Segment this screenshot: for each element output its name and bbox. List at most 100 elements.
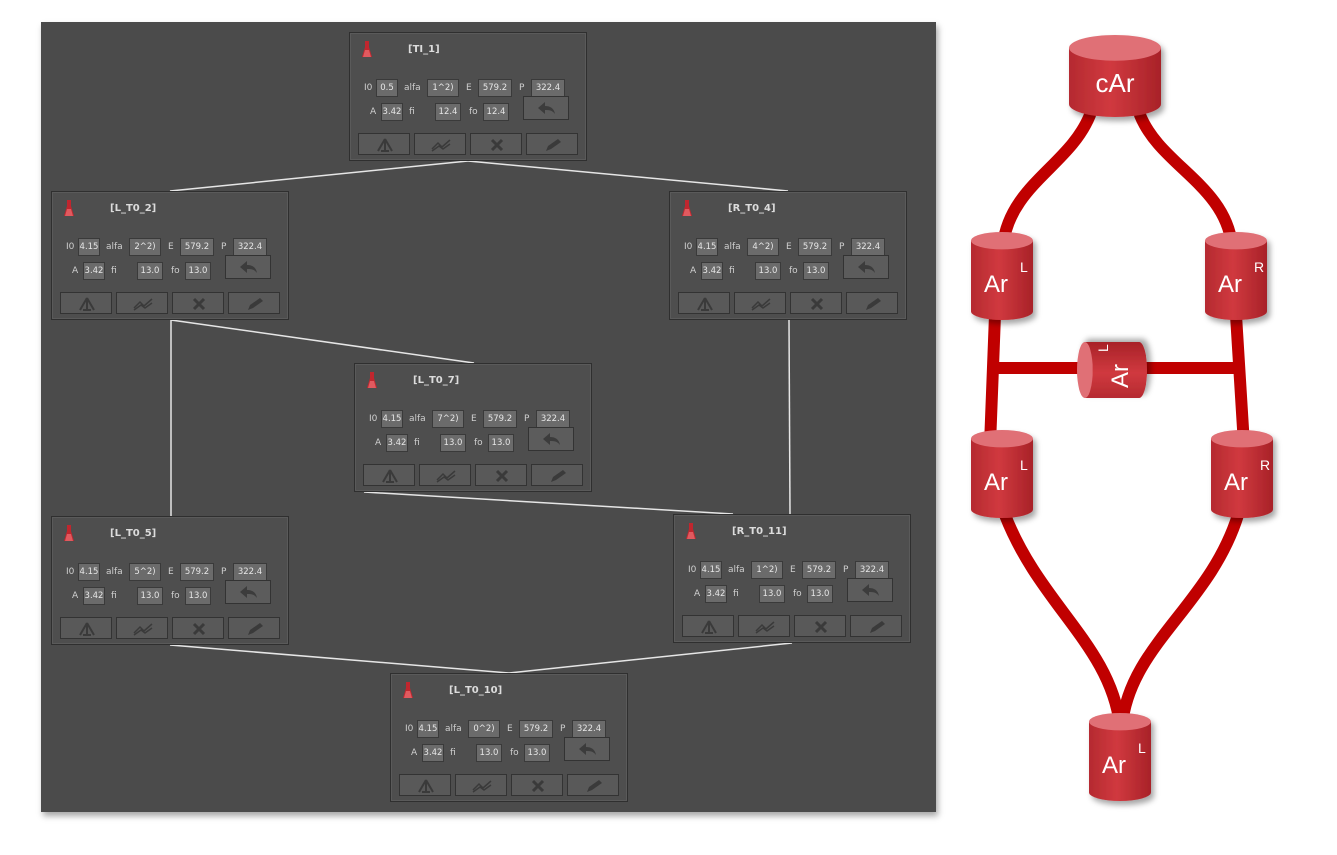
undo-button[interactable] [523,96,569,120]
node-card[interactable]: [R_T0_4] I0 4.15 alfa 4^2) E 579.2 P 322.4 A 3.42 f… [669,191,907,320]
tree-button[interactable] [682,615,734,637]
edit-button[interactable] [850,615,902,637]
field-alfa[interactable]: 7^2) [432,410,464,428]
undo-button[interactable] [843,255,889,279]
tree-button[interactable] [678,292,730,314]
close-button[interactable] [470,133,522,155]
field-alfa[interactable]: 2^2) [129,238,161,256]
label-alfa: alfa [724,242,741,252]
field-fo[interactable]: 12.4 [483,103,509,121]
close-button[interactable] [794,615,846,637]
field-e[interactable]: 579.2 [802,561,836,579]
field-fi[interactable]: 13.0 [137,587,163,605]
field-e[interactable]: 579.2 [483,410,517,428]
field-a[interactable]: 3.42 [386,434,408,452]
field-p[interactable]: 322.4 [855,561,889,579]
field-a[interactable]: 3.42 [422,744,444,762]
field-p[interactable]: 322.4 [233,563,267,581]
field-a[interactable]: 3.42 [381,103,403,121]
tree-button[interactable] [358,133,410,155]
graph-button[interactable] [414,133,466,155]
close-button[interactable] [172,617,224,639]
edit-button[interactable] [228,292,280,314]
close-button[interactable] [475,464,527,486]
edit-button[interactable] [567,774,619,796]
tree-button[interactable] [363,464,415,486]
field-e[interactable]: 579.2 [180,238,214,256]
field-i0[interactable]: 4.15 [417,720,439,738]
undo-button[interactable] [847,578,893,602]
field-p[interactable]: 322.4 [531,79,565,97]
graph-button[interactable] [116,292,168,314]
field-fo[interactable]: 13.0 [524,744,550,762]
field-e[interactable]: 579.2 [478,79,512,97]
field-p[interactable]: 322.4 [233,238,267,256]
field-a[interactable]: 3.42 [701,262,723,280]
node-card[interactable]: [TI_1] I0 0.5 alfa 1^2) E 579.2 P 322.4 A 3.42 fi 12… [349,32,587,161]
edit-button[interactable] [526,133,578,155]
field-i0[interactable]: 0.5 [376,79,398,97]
tree-button[interactable] [60,617,112,639]
tree-button[interactable] [60,292,112,314]
field-fi[interactable]: 13.0 [440,434,466,452]
field-alfa[interactable]: 5^2) [129,563,161,581]
close-button[interactable] [790,292,842,314]
field-fo[interactable]: 13.0 [488,434,514,452]
field-fo[interactable]: 13.0 [807,585,833,603]
field-i0[interactable]: 4.15 [696,238,718,256]
field-alfa[interactable]: 1^2) [427,79,459,97]
undo-button[interactable] [225,255,271,279]
node-card[interactable]: [R_T0_11] I0 4.15 alfa 1^2) E 579.2 P 322.4 A 3.42… [673,514,911,643]
label-e: E [786,242,792,252]
field-fi[interactable]: 13.0 [759,585,785,603]
field-p[interactable]: 322.4 [851,238,885,256]
field-i0[interactable]: 4.15 [700,561,722,579]
field-a[interactable]: 3.42 [83,587,105,605]
close-button[interactable] [511,774,563,796]
undo-button[interactable] [225,580,271,604]
undo-button[interactable] [564,737,610,761]
graph-button[interactable] [419,464,471,486]
field-p[interactable]: 322.4 [572,720,606,738]
field-i0[interactable]: 4.15 [381,410,403,428]
cylinder-l2: Ar L [971,430,1033,518]
graph-button[interactable] [734,292,786,314]
field-fi[interactable]: 13.0 [476,744,502,762]
node-card[interactable]: [L_T0_7] I0 4.15 alfa 7^2) E 579.2 P 322.4 A 3.42 f… [354,363,592,492]
edit-button[interactable] [846,292,898,314]
node-toolbar [358,133,580,155]
field-fi[interactable]: 13.0 [755,262,781,280]
edit-button[interactable] [228,617,280,639]
field-e[interactable]: 579.2 [180,563,214,581]
graph-button[interactable] [738,615,790,637]
field-fo[interactable]: 13.0 [185,262,211,280]
field-i0[interactable]: 4.15 [78,563,100,581]
node-card[interactable]: [L_T0_5] I0 4.15 alfa 5^2) E 579.2 P 322.4 A 3.42 f… [51,516,289,645]
node-flask-icon [362,41,372,58]
node-card[interactable]: [L_T0_10] I0 4.15 alfa 0^2) E 579.2 P 322.4 A 3.42… [390,673,628,802]
cylinder-label: Ar [1107,364,1134,388]
node-card[interactable]: [L_T0_2] I0 4.15 alfa 2^2) E 579.2 P 322.4 A 3.42 f… [51,191,289,320]
field-alfa[interactable]: 0^2) [468,720,500,738]
field-p[interactable]: 322.4 [536,410,570,428]
field-a[interactable]: 3.42 [705,585,727,603]
field-alfa[interactable]: 4^2) [747,238,779,256]
edit-button[interactable] [531,464,583,486]
graph-canvas[interactable]: [TI_1] I0 0.5 alfa 1^2) E 579.2 P 322.4 A 3.42 fi 12… [41,22,936,812]
field-i0[interactable]: 4.15 [78,238,100,256]
undo-button[interactable] [528,427,574,451]
field-a[interactable]: 3.42 [83,262,105,280]
pipe-right-vertical [1230,309,1250,451]
field-fi[interactable]: 12.4 [435,103,461,121]
close-button[interactable] [172,292,224,314]
field-e[interactable]: 579.2 [798,238,832,256]
graph-button[interactable] [116,617,168,639]
field-alfa[interactable]: 1^2) [751,561,783,579]
field-e[interactable]: 579.2 [519,720,553,738]
field-fi[interactable]: 13.0 [137,262,163,280]
graph-button[interactable] [455,774,507,796]
tree-button[interactable] [399,774,451,796]
field-fo[interactable]: 13.0 [185,587,211,605]
field-fo[interactable]: 13.0 [803,262,829,280]
label-a: A [72,591,79,601]
